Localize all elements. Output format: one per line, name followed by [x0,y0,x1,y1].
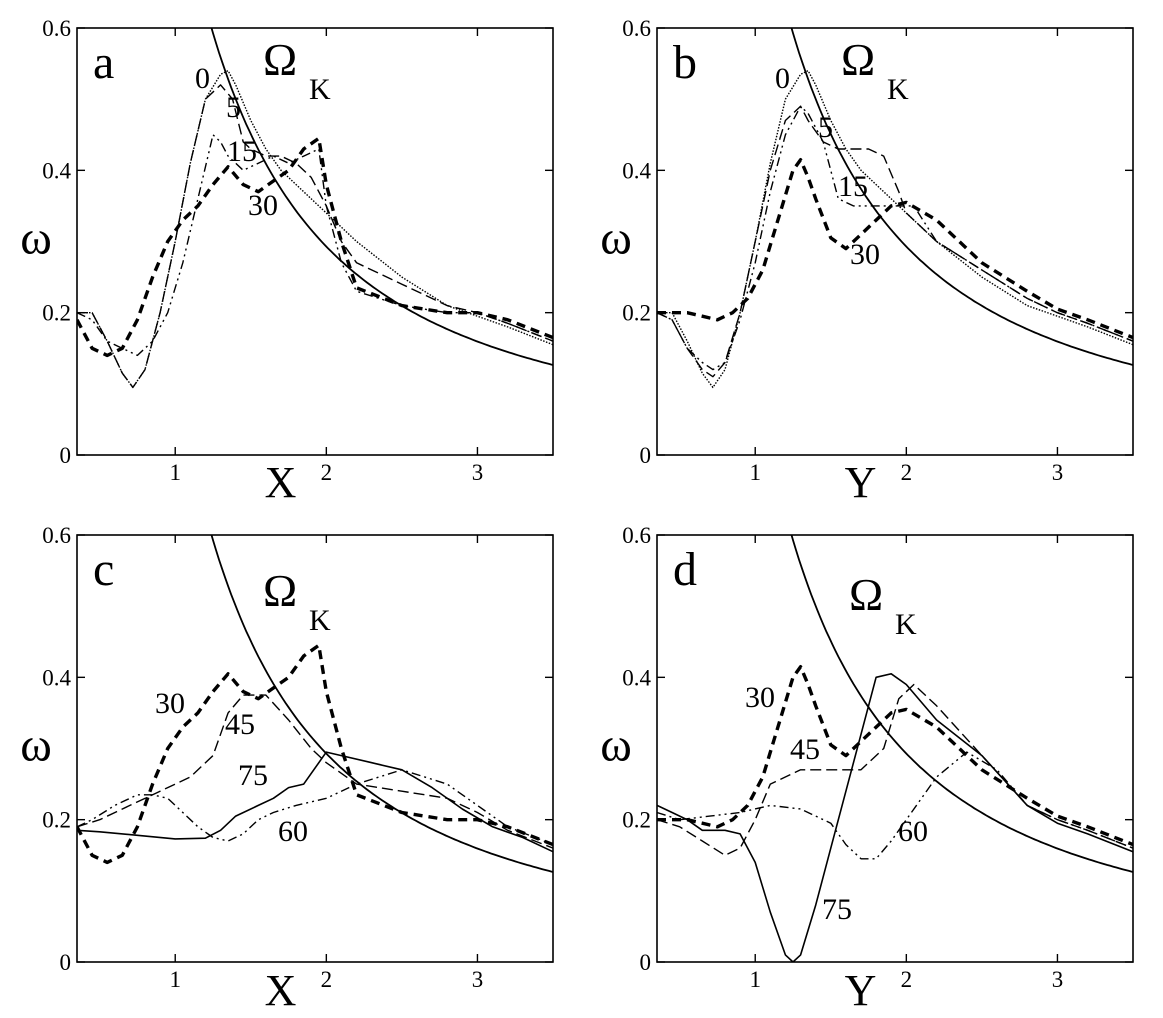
panel-letter: b [673,36,697,89]
series-line-5 [77,84,553,389]
y-tick-label: 0.2 [622,808,651,833]
curve-label-30: 30 [745,681,775,714]
plot-frame [656,27,1134,456]
series-line-75 [77,751,553,853]
curve-label-75: 75 [822,893,852,926]
panel-letter: c [93,543,114,596]
plot-area [657,535,1133,962]
y-tick-label: 0.4 [622,665,651,690]
series-line-30 [77,643,553,865]
x-axis-label: Y [845,458,877,507]
curve-label-30: 30 [248,189,278,222]
kepler-label: Ω [841,34,875,85]
x-tick-label: 2 [321,460,333,485]
x-tick-label: 1 [169,967,181,992]
kepler-label: Ω [263,565,297,616]
y-axis-label: ω [600,719,632,772]
y-tick-label: 0.6 [622,523,651,548]
kepler-curve [210,28,553,366]
y-tick-label: 0.6 [622,16,651,41]
x-tick-label: 1 [169,460,181,485]
y-tick-label: 0.2 [42,808,71,833]
curve-label-5: 5 [226,91,241,124]
series-line-30 [657,665,1133,847]
y-axis-label: ω [20,719,52,772]
y-tick-label: 0.4 [42,665,71,690]
y-tick-label: 0 [640,443,652,468]
curve-label-5: 5 [818,111,833,144]
x-tick-label: 2 [321,967,333,992]
curve-label-15: 15 [227,135,257,168]
y-tick-label: 0 [640,950,652,975]
x-tick-label: 3 [472,460,484,485]
curve-label-75: 75 [238,759,268,792]
kepler-label: Ω [263,34,297,85]
series-line-0 [657,70,1133,389]
series-line-60 [657,751,1133,860]
kepler-label-subscript: K [887,73,909,106]
y-tick-label: 0.2 [42,301,71,326]
curve-label-30: 30 [850,238,880,271]
plot-area [657,28,1133,389]
curve-label-60: 60 [898,815,928,848]
curve-label-60: 60 [278,815,308,848]
curve-label-30: 30 [155,687,185,720]
plot-area [77,28,553,389]
kepler-label: Ω [849,569,883,620]
x-tick-label: 3 [1052,460,1064,485]
kepler-curve [790,535,1133,873]
series-line-75 [657,673,1133,962]
series-line-15 [657,105,1133,371]
series-line-45 [77,694,553,849]
plot-frame [656,534,1134,963]
y-tick-label: 0.6 [42,16,71,41]
series-line-5 [657,105,1133,378]
y-axis-label: ω [20,212,52,265]
kepler-label-subscript: K [309,604,331,637]
series-line-0 [77,70,553,389]
plot-area [77,535,553,873]
x-tick-label: 1 [749,967,761,992]
kepler-label-subscript: K [309,73,331,106]
panel-letter: d [673,543,697,596]
curve-label-45: 45 [790,733,820,766]
x-tick-label: 3 [1052,967,1064,992]
kepler-label-subscript: K [895,608,917,641]
series-line-30 [657,158,1133,340]
y-tick-label: 0.2 [622,301,651,326]
series-line-60 [77,769,553,846]
kepler-curve [790,28,1133,366]
series-line-15 [77,134,553,357]
y-tick-label: 0.4 [42,158,71,183]
series-line-30 [77,136,553,358]
x-axis-label: X [265,458,297,507]
kepler-curve [210,535,553,873]
x-axis-label: X [265,966,297,1015]
series-line-45 [657,683,1133,856]
curve-label-0: 0 [775,62,790,95]
curve-label-0: 0 [195,62,210,95]
x-tick-label: 2 [901,460,913,485]
panel-letter: a [93,36,114,89]
y-tick-label: 0 [60,950,72,975]
curve-label-15: 15 [838,170,868,203]
y-tick-label: 0 [60,443,72,468]
plot-frame [76,534,554,963]
y-tick-label: 0.4 [622,158,651,183]
x-axis-label: Y [845,966,877,1015]
x-tick-label: 2 [901,967,913,992]
curve-label-45: 45 [225,708,255,741]
x-tick-label: 3 [472,967,484,992]
y-axis-label: ω [600,212,632,265]
x-tick-label: 1 [749,460,761,485]
plot-frame [76,27,554,456]
y-tick-label: 0.6 [42,523,71,548]
